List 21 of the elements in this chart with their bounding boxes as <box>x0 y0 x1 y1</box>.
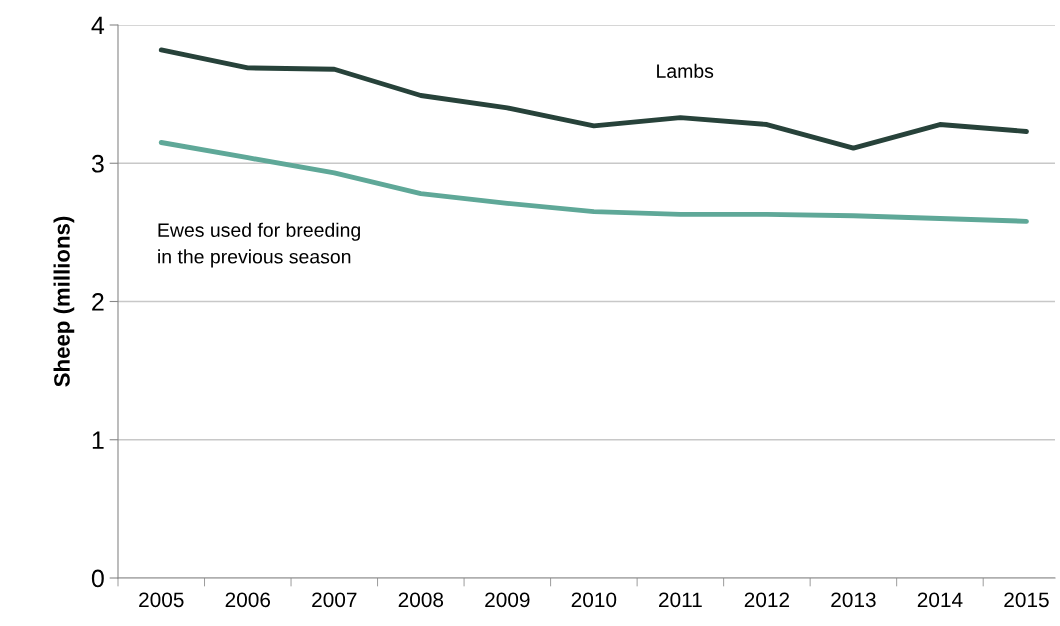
y-tick-label: 3 <box>91 154 104 173</box>
x-tick-label: 2009 <box>485 592 530 608</box>
y-axis-title: Sheep (millions) <box>53 216 75 387</box>
y-tick-label: 1 <box>92 431 104 449</box>
x-tick-label: 2014 <box>917 592 963 608</box>
line-series <box>158 140 1029 224</box>
line-series <box>158 47 1029 151</box>
y-tick-label: 2 <box>92 293 104 311</box>
x-tick-label: 2006 <box>225 592 271 608</box>
x-tick-label: 2008 <box>398 592 444 608</box>
x-tick-label: 2013 <box>831 592 876 608</box>
x-tick-label: 2015 <box>1004 592 1049 608</box>
x-tick-label: 2012 <box>744 592 790 608</box>
text: Lambs <box>657 63 714 78</box>
x-tick-label: 2007 <box>312 592 357 608</box>
x-tick-label: 2010 <box>571 592 617 608</box>
y-tick-label: 4 <box>91 16 105 35</box>
y-tick-label: 0 <box>91 569 104 588</box>
text: Ewes used for breeding in the previous season <box>158 222 360 268</box>
x-tick-label: 2011 <box>659 592 702 608</box>
x-tick-label: 2005 <box>139 592 184 608</box>
